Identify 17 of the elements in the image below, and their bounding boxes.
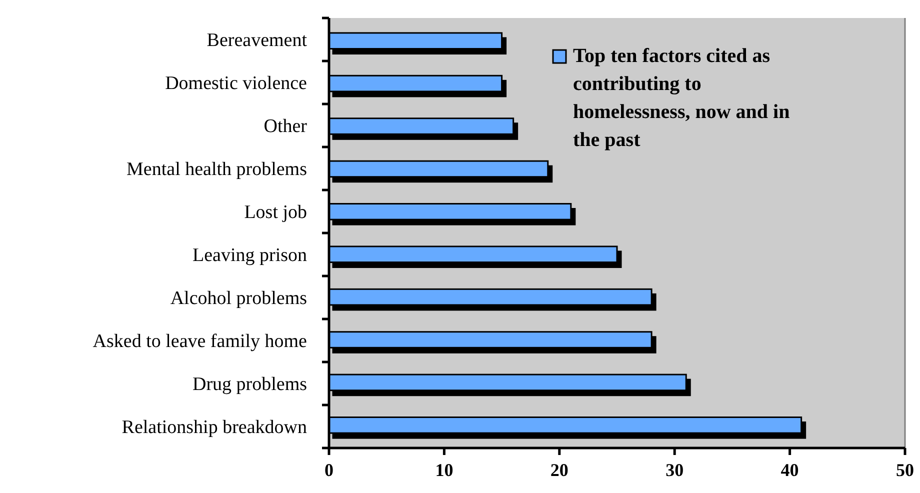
x-tick-label: 10	[435, 460, 454, 480]
y-tick-label: Drug problems	[192, 374, 307, 396]
x-tick-label: 0	[324, 460, 334, 480]
y-tick-label: Lost job	[244, 202, 307, 224]
y-tick-label: Mental health problems	[126, 159, 307, 180]
x-tick-label: 20	[550, 460, 568, 480]
x-tick-label: 50	[896, 460, 914, 480]
x-tick-label: 40	[780, 460, 799, 480]
y-tick-label: Asked to leave family home	[92, 331, 307, 352]
y-tick-label: Bereavement	[206, 30, 308, 52]
y-tick-label: Relationship breakdown	[122, 417, 308, 438]
y-tick-label: Leaving prison	[192, 245, 308, 266]
y-tick-label: Domestic violence	[165, 73, 307, 94]
y-tick-label: Alcohol problems	[170, 288, 307, 310]
y-tick-label: Other	[264, 116, 308, 138]
legend-label: Top ten factors cited as contributing to homelessness, now and in the past	[573, 45, 790, 151]
x-tick-label: 30	[666, 460, 684, 480]
